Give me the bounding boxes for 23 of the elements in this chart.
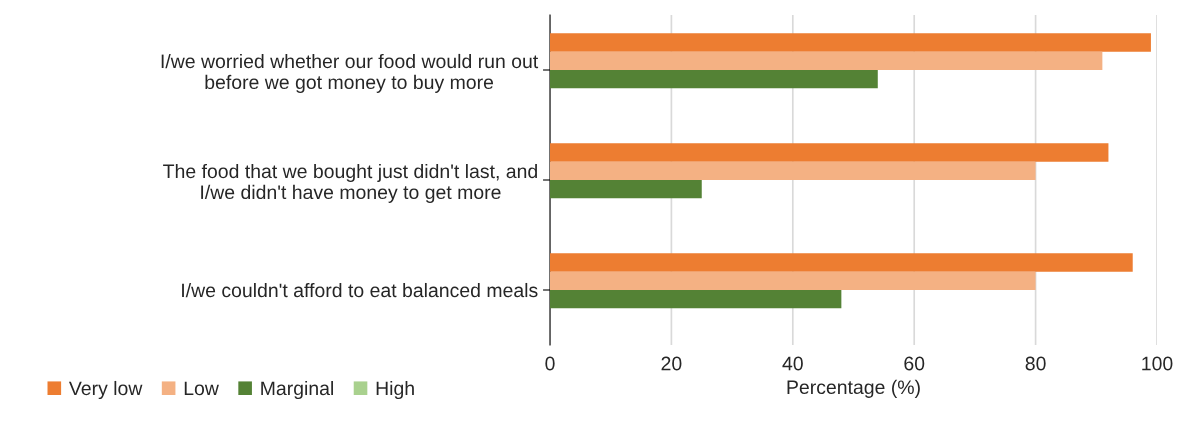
legend-label: Marginal <box>261 380 333 400</box>
bar <box>550 33 1151 52</box>
legend-label: Very low <box>68 380 143 400</box>
y-tick-label: The food that we bought just didn't last, and I/we didn't have money to get more <box>163 163 537 203</box>
x-tick-label: 100 <box>1142 356 1173 371</box>
legend-label: Low <box>184 381 219 396</box>
y-tick-label: I/we couldn't afford to eat balanced meals <box>182 282 538 298</box>
bar <box>550 253 1133 272</box>
bar <box>550 70 878 89</box>
bar <box>550 180 702 199</box>
x-tick-label: 60 <box>904 356 925 371</box>
legend-label: High <box>376 380 414 400</box>
bar <box>550 161 1036 180</box>
bar <box>550 290 842 309</box>
y-tick-label: I/we worried whether our food would run out before we got money to buy more <box>161 53 539 93</box>
bar <box>550 271 1036 290</box>
x-tick-label: 0 <box>545 356 555 371</box>
x-tick-label: 20 <box>661 356 682 371</box>
bar <box>550 51 1103 70</box>
x-axis-title: Percentage (%) <box>787 379 920 398</box>
x-tick-label: 40 <box>782 356 803 371</box>
bar <box>550 143 1109 162</box>
x-tick-label: 80 <box>1025 356 1046 371</box>
